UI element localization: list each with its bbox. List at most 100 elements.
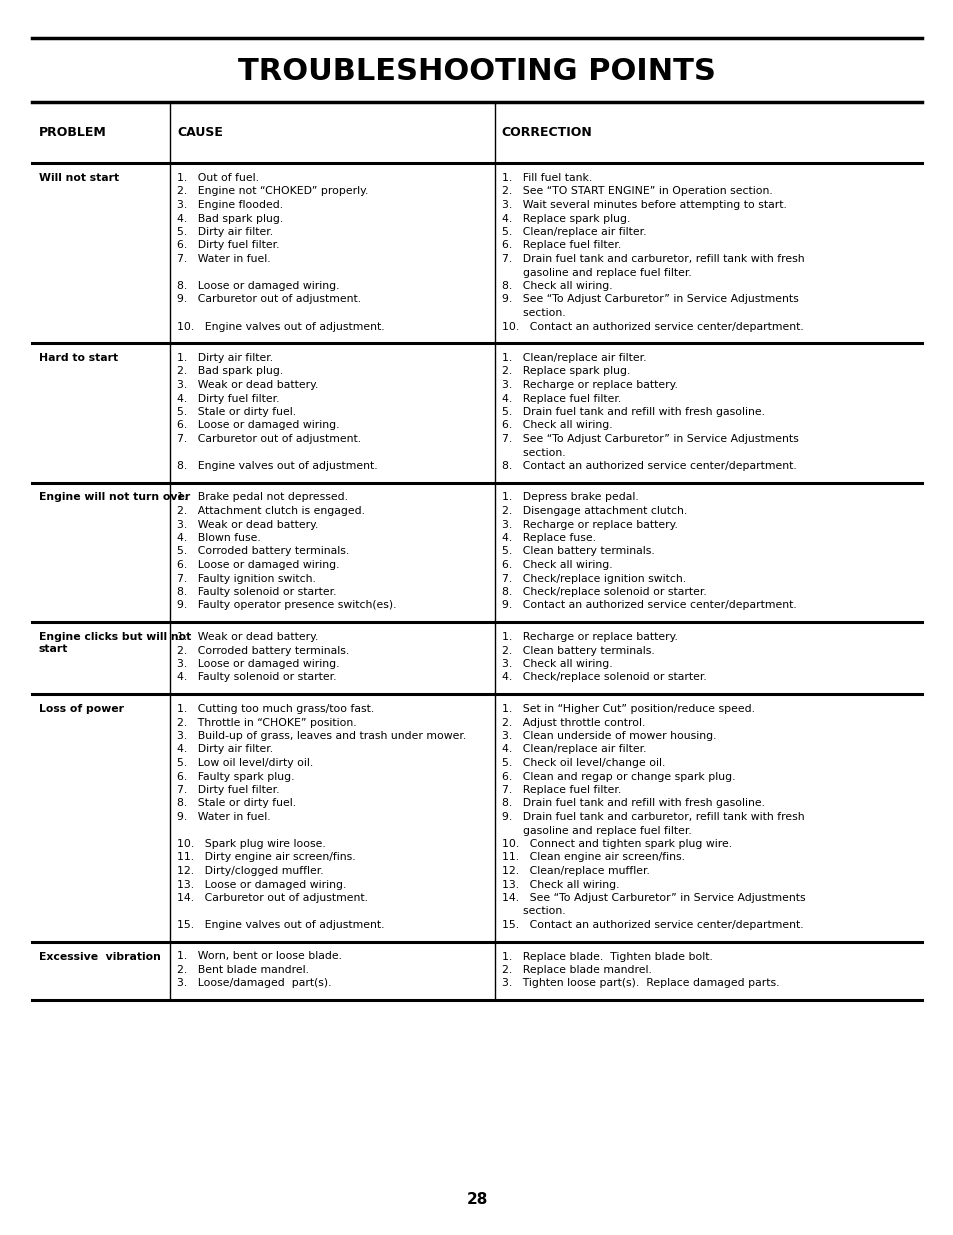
Text: 2.   Bad spark plug.: 2. Bad spark plug. bbox=[176, 367, 283, 377]
Text: CAUSE: CAUSE bbox=[176, 126, 223, 140]
Text: Engine will not turn over: Engine will not turn over bbox=[39, 493, 190, 503]
Text: 1.   Cutting too much grass/too fast.: 1. Cutting too much grass/too fast. bbox=[176, 704, 374, 714]
Text: Hard to start: Hard to start bbox=[39, 353, 118, 363]
Text: 5.   Corroded battery terminals.: 5. Corroded battery terminals. bbox=[176, 547, 349, 557]
Text: 6.   Dirty fuel filter.: 6. Dirty fuel filter. bbox=[176, 241, 279, 251]
Text: 10.   Contact an authorized service center/department.: 10. Contact an authorized service center… bbox=[501, 321, 802, 331]
Text: 14.   Carburetor out of adjustment.: 14. Carburetor out of adjustment. bbox=[176, 893, 368, 903]
Text: 3.   Weak or dead battery.: 3. Weak or dead battery. bbox=[176, 520, 318, 530]
Text: 2.   Corroded battery terminals.: 2. Corroded battery terminals. bbox=[176, 646, 349, 656]
Text: 12.   Dirty/clogged muffler.: 12. Dirty/clogged muffler. bbox=[176, 866, 323, 876]
Text: 2.   Adjust throttle control.: 2. Adjust throttle control. bbox=[501, 718, 644, 727]
Text: 1.   Brake pedal not depressed.: 1. Brake pedal not depressed. bbox=[176, 493, 348, 503]
Text: 6.   Loose or damaged wiring.: 6. Loose or damaged wiring. bbox=[176, 559, 339, 571]
Text: 6.   Loose or damaged wiring.: 6. Loose or damaged wiring. bbox=[176, 420, 339, 431]
Text: TROUBLESHOOTING POINTS: TROUBLESHOOTING POINTS bbox=[238, 58, 715, 86]
Text: 5.   Dirty air filter.: 5. Dirty air filter. bbox=[176, 227, 273, 237]
Text: 1.   Dirty air filter.: 1. Dirty air filter. bbox=[176, 353, 273, 363]
Text: 2.   Bent blade mandrel.: 2. Bent blade mandrel. bbox=[176, 965, 309, 974]
Text: 8.   Loose or damaged wiring.: 8. Loose or damaged wiring. bbox=[176, 282, 339, 291]
Text: 3.   Recharge or replace battery.: 3. Recharge or replace battery. bbox=[501, 520, 677, 530]
Text: 8.   Stale or dirty fuel.: 8. Stale or dirty fuel. bbox=[176, 799, 295, 809]
Text: 15.   Engine valves out of adjustment.: 15. Engine valves out of adjustment. bbox=[176, 920, 384, 930]
Text: 11.   Clean engine air screen/fins.: 11. Clean engine air screen/fins. bbox=[501, 852, 684, 862]
Text: 9.   Faulty operator presence switch(es).: 9. Faulty operator presence switch(es). bbox=[176, 600, 396, 610]
Text: 5.   Low oil level/dirty oil.: 5. Low oil level/dirty oil. bbox=[176, 758, 313, 768]
Text: PROBLEM: PROBLEM bbox=[39, 126, 107, 140]
Text: 2.   See “TO START ENGINE” in Operation section.: 2. See “TO START ENGINE” in Operation se… bbox=[501, 186, 772, 196]
Text: 5.   Clean battery terminals.: 5. Clean battery terminals. bbox=[501, 547, 654, 557]
Text: 4.   Dirty air filter.: 4. Dirty air filter. bbox=[176, 745, 273, 755]
Text: 2.   Throttle in “CHOKE” position.: 2. Throttle in “CHOKE” position. bbox=[176, 718, 356, 727]
Text: 2.   Attachment clutch is engaged.: 2. Attachment clutch is engaged. bbox=[176, 506, 365, 516]
Text: 3.   Build-up of grass, leaves and trash under mower.: 3. Build-up of grass, leaves and trash u… bbox=[176, 731, 466, 741]
Text: 8.   Engine valves out of adjustment.: 8. Engine valves out of adjustment. bbox=[176, 461, 377, 471]
Text: gasoline and replace fuel filter.: gasoline and replace fuel filter. bbox=[501, 268, 691, 278]
Text: 6.   Replace fuel filter.: 6. Replace fuel filter. bbox=[501, 241, 620, 251]
Text: 1.   Replace blade.  Tighten blade bolt.: 1. Replace blade. Tighten blade bolt. bbox=[501, 951, 712, 962]
Text: 3.   Loose/damaged  part(s).: 3. Loose/damaged part(s). bbox=[176, 978, 331, 988]
Text: 10.   Engine valves out of adjustment.: 10. Engine valves out of adjustment. bbox=[176, 321, 384, 331]
Text: section.: section. bbox=[501, 308, 565, 317]
Text: 3.   Tighten loose part(s).  Replace damaged parts.: 3. Tighten loose part(s). Replace damage… bbox=[501, 978, 779, 988]
Text: gasoline and replace fuel filter.: gasoline and replace fuel filter. bbox=[501, 825, 691, 836]
Text: 2.   Disengage attachment clutch.: 2. Disengage attachment clutch. bbox=[501, 506, 686, 516]
Text: 7.   Water in fuel.: 7. Water in fuel. bbox=[176, 254, 271, 264]
Text: 3.   Clean underside of mower housing.: 3. Clean underside of mower housing. bbox=[501, 731, 716, 741]
Text: 6.   Check all wiring.: 6. Check all wiring. bbox=[501, 559, 612, 571]
Text: 2.   Engine not “CHOKED” properly.: 2. Engine not “CHOKED” properly. bbox=[176, 186, 368, 196]
Text: 4.   Clean/replace air filter.: 4. Clean/replace air filter. bbox=[501, 745, 645, 755]
Text: 6.   Check all wiring.: 6. Check all wiring. bbox=[501, 420, 612, 431]
Text: 3.   Weak or dead battery.: 3. Weak or dead battery. bbox=[176, 380, 318, 390]
Text: 15.   Contact an authorized service center/department.: 15. Contact an authorized service center… bbox=[501, 920, 802, 930]
Text: 7.   Replace fuel filter.: 7. Replace fuel filter. bbox=[501, 785, 620, 795]
Text: section.: section. bbox=[501, 906, 565, 916]
Text: Engine clicks but will not
start: Engine clicks but will not start bbox=[39, 632, 191, 653]
Text: 8.   Drain fuel tank and refill with fresh gasoline.: 8. Drain fuel tank and refill with fresh… bbox=[501, 799, 764, 809]
Text: 5.   Clean/replace air filter.: 5. Clean/replace air filter. bbox=[501, 227, 645, 237]
Text: 5.   Check oil level/change oil.: 5. Check oil level/change oil. bbox=[501, 758, 664, 768]
Text: 3.   Check all wiring.: 3. Check all wiring. bbox=[501, 659, 612, 669]
Text: 9.   Water in fuel.: 9. Water in fuel. bbox=[176, 811, 271, 823]
Text: 7.   Faulty ignition switch.: 7. Faulty ignition switch. bbox=[176, 573, 315, 583]
Text: 8.   Check all wiring.: 8. Check all wiring. bbox=[501, 282, 612, 291]
Text: 4.   Check/replace solenoid or starter.: 4. Check/replace solenoid or starter. bbox=[501, 673, 706, 683]
Text: 4.   Replace spark plug.: 4. Replace spark plug. bbox=[501, 214, 630, 224]
Text: Loss of power: Loss of power bbox=[39, 704, 124, 714]
Text: 2.   Replace blade mandrel.: 2. Replace blade mandrel. bbox=[501, 965, 651, 974]
Text: 9.   Carburetor out of adjustment.: 9. Carburetor out of adjustment. bbox=[176, 294, 360, 305]
Text: 1.   Worn, bent or loose blade.: 1. Worn, bent or loose blade. bbox=[176, 951, 341, 962]
Text: 11.   Dirty engine air screen/fins.: 11. Dirty engine air screen/fins. bbox=[176, 852, 355, 862]
Text: 2.   Clean battery terminals.: 2. Clean battery terminals. bbox=[501, 646, 654, 656]
Text: 9.   See “To Adjust Carburetor” in Service Adjustments: 9. See “To Adjust Carburetor” in Service… bbox=[501, 294, 798, 305]
Text: 1.   Weak or dead battery.: 1. Weak or dead battery. bbox=[176, 632, 318, 642]
Text: 7.   See “To Adjust Carburetor” in Service Adjustments: 7. See “To Adjust Carburetor” in Service… bbox=[501, 433, 798, 445]
Text: 4.   Replace fuse.: 4. Replace fuse. bbox=[501, 534, 596, 543]
Text: 4.   Faulty solenoid or starter.: 4. Faulty solenoid or starter. bbox=[176, 673, 336, 683]
Text: 14.   See “To Adjust Carburetor” in Service Adjustments: 14. See “To Adjust Carburetor” in Servic… bbox=[501, 893, 804, 903]
Text: 9.   Drain fuel tank and carburetor, refill tank with fresh: 9. Drain fuel tank and carburetor, refil… bbox=[501, 811, 803, 823]
Text: 7.   Check/replace ignition switch.: 7. Check/replace ignition switch. bbox=[501, 573, 685, 583]
Text: 8.   Check/replace solenoid or starter.: 8. Check/replace solenoid or starter. bbox=[501, 587, 706, 597]
Text: 4.   Dirty fuel filter.: 4. Dirty fuel filter. bbox=[176, 394, 279, 404]
Text: 9.   Contact an authorized service center/department.: 9. Contact an authorized service center/… bbox=[501, 600, 796, 610]
Text: Excessive  vibration: Excessive vibration bbox=[39, 951, 161, 962]
Text: 10.   Spark plug wire loose.: 10. Spark plug wire loose. bbox=[176, 839, 325, 848]
Text: 3.   Recharge or replace battery.: 3. Recharge or replace battery. bbox=[501, 380, 677, 390]
Text: 6.   Clean and regap or change spark plug.: 6. Clean and regap or change spark plug. bbox=[501, 772, 735, 782]
Text: 2.   Replace spark plug.: 2. Replace spark plug. bbox=[501, 367, 630, 377]
Text: 12.   Clean/replace muffler.: 12. Clean/replace muffler. bbox=[501, 866, 649, 876]
Text: 1.   Depress brake pedal.: 1. Depress brake pedal. bbox=[501, 493, 638, 503]
Text: 8.   Faulty solenoid or starter.: 8. Faulty solenoid or starter. bbox=[176, 587, 336, 597]
Text: 13.   Loose or damaged wiring.: 13. Loose or damaged wiring. bbox=[176, 879, 346, 889]
Text: 7.   Dirty fuel filter.: 7. Dirty fuel filter. bbox=[176, 785, 279, 795]
Text: 7.   Carburetor out of adjustment.: 7. Carburetor out of adjustment. bbox=[176, 433, 360, 445]
Text: 3.   Engine flooded.: 3. Engine flooded. bbox=[176, 200, 283, 210]
Text: 1.   Clean/replace air filter.: 1. Clean/replace air filter. bbox=[501, 353, 645, 363]
Text: 3.   Wait several minutes before attempting to start.: 3. Wait several minutes before attemptin… bbox=[501, 200, 786, 210]
Text: Will not start: Will not start bbox=[39, 173, 119, 183]
Text: 1.   Fill fuel tank.: 1. Fill fuel tank. bbox=[501, 173, 592, 183]
Text: CORRECTION: CORRECTION bbox=[501, 126, 592, 140]
Text: 1.   Out of fuel.: 1. Out of fuel. bbox=[176, 173, 258, 183]
Text: 28: 28 bbox=[466, 1193, 487, 1208]
